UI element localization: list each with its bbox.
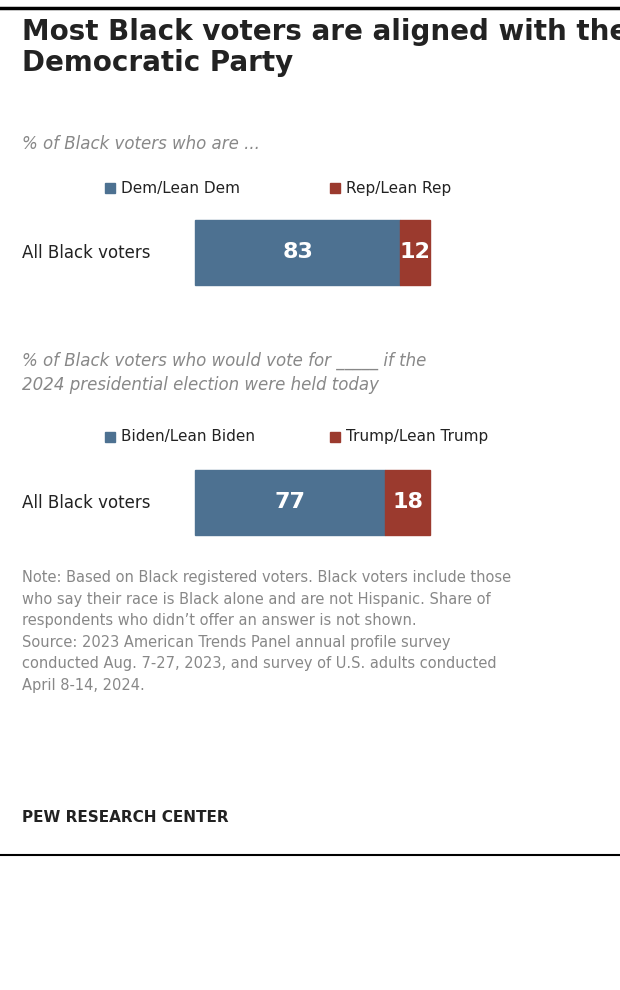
Bar (195, 470, 386, 535)
Text: Note: Based on Black registered voters. Black voters include those
who say their: Note: Based on Black registered voters. … (22, 570, 511, 693)
Bar (105, 183, 115, 193)
Text: 77: 77 (275, 492, 306, 513)
Bar (401, 220, 430, 285)
Bar (330, 183, 340, 193)
Bar (386, 470, 430, 535)
Text: % of Black voters who are ...: % of Black voters who are ... (22, 135, 260, 153)
Text: PEW RESEARCH CENTER: PEW RESEARCH CENTER (22, 810, 229, 825)
Text: 12: 12 (400, 243, 431, 262)
Text: All Black voters: All Black voters (22, 244, 151, 261)
Text: All Black voters: All Black voters (22, 493, 151, 512)
Bar (105, 432, 115, 442)
Bar (330, 432, 340, 442)
Text: 18: 18 (392, 492, 423, 513)
Text: Biden/Lean Biden: Biden/Lean Biden (121, 430, 255, 445)
Text: Rep/Lean Rep: Rep/Lean Rep (346, 180, 451, 195)
Text: Dem/Lean Dem: Dem/Lean Dem (121, 180, 240, 195)
Text: % of Black voters who would vote for _____ if the
2024 presidential election wer: % of Black voters who would vote for ___… (22, 352, 427, 394)
Text: Most Black voters are aligned with the
Democratic Party: Most Black voters are aligned with the D… (22, 18, 620, 77)
Text: 83: 83 (282, 243, 313, 262)
Text: Trump/Lean Trump: Trump/Lean Trump (346, 430, 489, 445)
Bar (195, 220, 401, 285)
